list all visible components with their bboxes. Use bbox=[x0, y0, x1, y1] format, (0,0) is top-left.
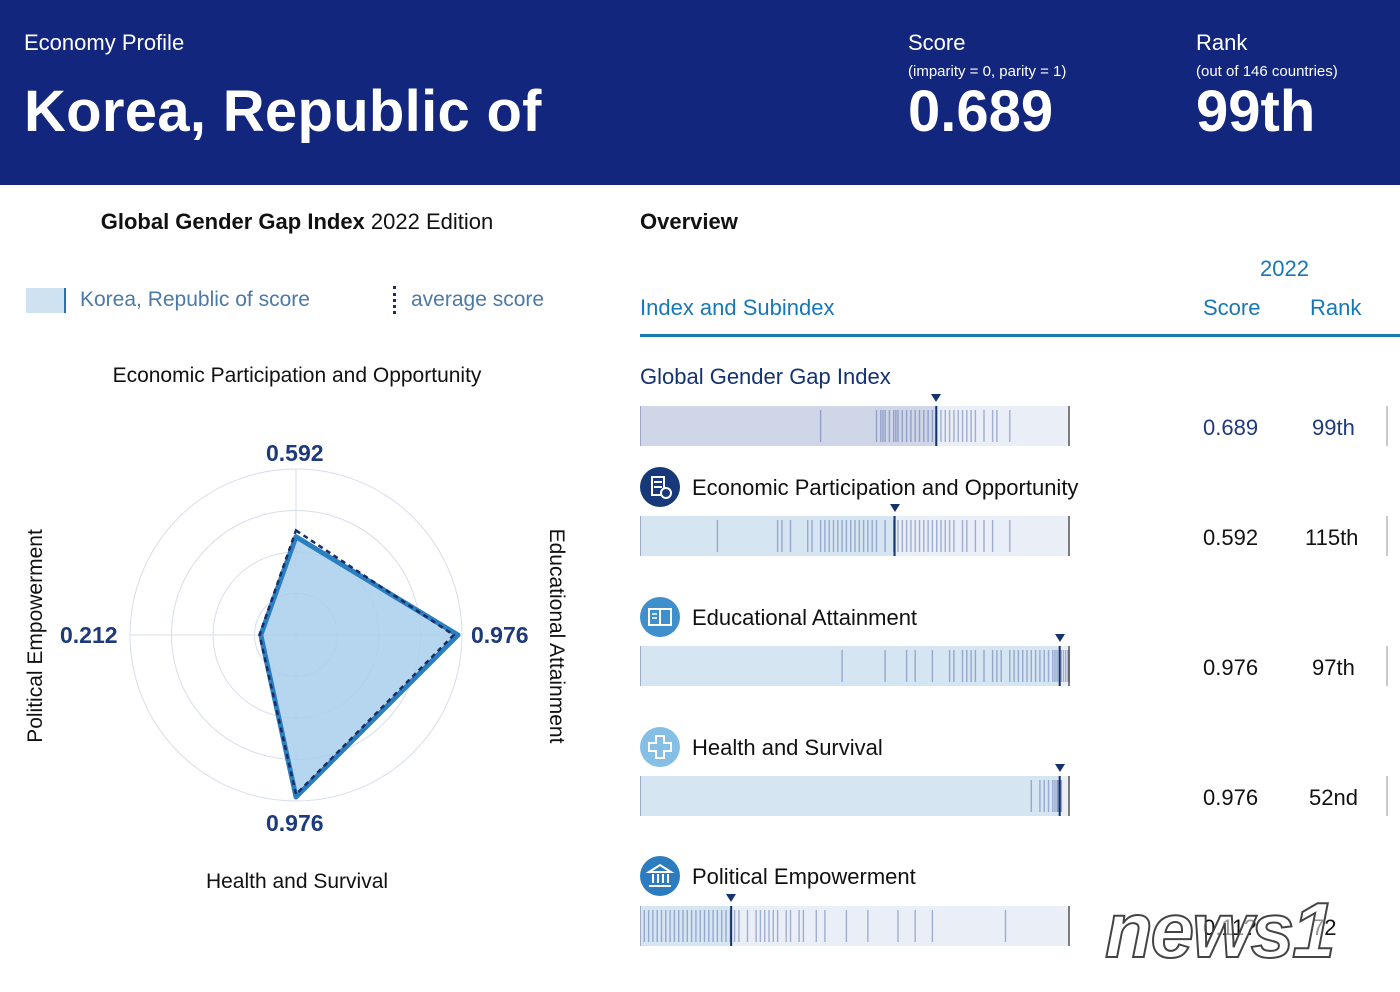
radar-value-political: 0.212 bbox=[60, 622, 118, 648]
radar-axis-economic: Economic Participation and Opportunity bbox=[112, 364, 482, 387]
row-divider bbox=[1386, 516, 1388, 556]
row-score-political: 0.11? bbox=[1203, 915, 1257, 940]
legend-average-swatch bbox=[393, 286, 396, 314]
radar-average-line bbox=[258, 528, 456, 797]
row-rank-education: 97th bbox=[1312, 655, 1355, 680]
radar-title-rest: 2022 Edition bbox=[370, 209, 494, 234]
score-arrow-shape bbox=[726, 894, 737, 902]
radar-chart bbox=[129, 468, 463, 802]
economy-icon bbox=[640, 467, 680, 507]
bar-score-fill bbox=[640, 646, 1060, 686]
radar-axis-education: Educational Attainment bbox=[545, 528, 568, 744]
score-value: 0.689 bbox=[908, 79, 1054, 144]
row-score-economic: 0.592 bbox=[1203, 525, 1259, 550]
header-rule bbox=[640, 334, 1400, 337]
bar-score-fill bbox=[640, 906, 732, 946]
radar-axis-health: Health and Survival bbox=[205, 870, 389, 893]
column-year: 2022 bbox=[1260, 256, 1309, 281]
overview-title: Overview bbox=[640, 209, 738, 234]
radar-value-economic: 0.592 bbox=[266, 440, 324, 466]
score-arrow-marker bbox=[1054, 634, 1065, 642]
row-score-gggi: 0.689 bbox=[1203, 415, 1259, 440]
legend-average-label: average score bbox=[411, 288, 545, 311]
distribution-bar-political bbox=[640, 906, 1070, 946]
row-name-health: Health and Survival bbox=[692, 735, 883, 760]
score-arrow-shape bbox=[889, 504, 900, 512]
news1-watermark: news1 bbox=[1104, 885, 1336, 975]
score-arrow-marker bbox=[1054, 764, 1065, 772]
radar-value-health: 0.976 bbox=[266, 810, 324, 836]
health-cross-icon bbox=[640, 727, 680, 767]
row-rank-gggi: 99th bbox=[1312, 415, 1355, 440]
country-name: Korea, Republic of bbox=[24, 79, 542, 144]
score-arrow-shape bbox=[931, 394, 942, 402]
radar-value-education: 0.976 bbox=[471, 622, 529, 648]
column-header-score: Score bbox=[1203, 295, 1261, 320]
row-name-education: Educational Attainment bbox=[692, 605, 918, 630]
book-icon bbox=[640, 597, 680, 637]
radar-axis-political: Political Empowerment bbox=[24, 529, 47, 743]
score-arrow-shape bbox=[1054, 634, 1065, 642]
row-name-economic: Economic Participation and Opportunity bbox=[692, 475, 1079, 500]
column-header-rank: Rank bbox=[1310, 295, 1362, 320]
legend-country-swatch bbox=[26, 288, 66, 313]
distribution-bar-education bbox=[640, 646, 1070, 686]
score-arrow-shape bbox=[1054, 764, 1065, 772]
score-arrow-marker bbox=[889, 504, 900, 512]
profile-header: Economy Profile Korea, Republic of Score… bbox=[0, 0, 1400, 185]
score-label: Score bbox=[908, 30, 966, 55]
radar-panel-title: Global Gender Gap Index 2022 Edition bbox=[0, 209, 594, 235]
row-score-health: 0.976 bbox=[1203, 785, 1259, 810]
distribution-bar-economic bbox=[640, 516, 1070, 556]
row-divider bbox=[1386, 776, 1388, 816]
row-score-education: 0.976 bbox=[1203, 655, 1259, 680]
score-arrow-marker bbox=[931, 394, 942, 402]
bar-score-fill bbox=[640, 776, 1060, 816]
rank-value: 99th bbox=[1196, 79, 1316, 144]
header-eyebrow: Economy Profile bbox=[24, 30, 185, 55]
rank-note: (out of 146 countries) bbox=[1196, 63, 1338, 80]
distribution-bar-gggi bbox=[640, 406, 1070, 446]
row-rank-economic: 115th bbox=[1305, 525, 1359, 550]
score-arrow-marker bbox=[726, 894, 737, 902]
radar-title-bold: Global Gender Gap Index bbox=[100, 209, 365, 234]
column-header-index: Index and Subindex bbox=[640, 295, 835, 320]
government-building-icon bbox=[640, 856, 680, 896]
distribution-bar-health bbox=[640, 776, 1070, 816]
rank-label: Rank bbox=[1196, 30, 1248, 55]
row-rank-political: 72 bbox=[1312, 915, 1337, 940]
bar-score-fill bbox=[640, 406, 937, 446]
radar-country-area bbox=[258, 534, 461, 800]
row-name-gggi: Global Gender Gap Index bbox=[640, 364, 891, 389]
legend-country-label: Korea, Republic of score bbox=[80, 288, 310, 311]
row-divider bbox=[1386, 646, 1388, 686]
bar-score-fill bbox=[640, 516, 895, 556]
row-rank-health: 52nd bbox=[1309, 785, 1358, 810]
row-name-political: Political Empowerment bbox=[692, 864, 916, 889]
row-divider bbox=[1386, 406, 1388, 446]
score-note: (imparity = 0, parity = 1) bbox=[908, 63, 1067, 80]
